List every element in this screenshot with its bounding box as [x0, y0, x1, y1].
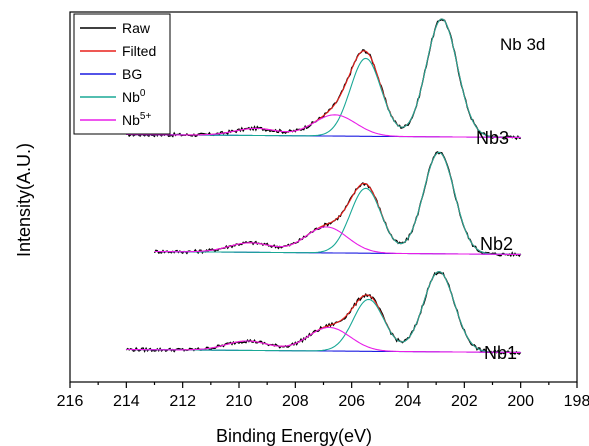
nb3-nb0-curve — [126, 18, 521, 139]
x-tick-label: 210 — [226, 393, 253, 410]
sample-label: Nb3 — [476, 128, 509, 148]
x-tick-label: 208 — [282, 393, 309, 410]
nb3-nb5-curve — [126, 114, 521, 139]
sample-label: Nb1 — [484, 343, 517, 363]
x-tick-label: 214 — [113, 393, 140, 410]
nb3-raw-curve — [126, 18, 521, 141]
x-tick-label: 200 — [507, 393, 534, 410]
x-tick-label: 206 — [338, 393, 365, 410]
nb3-fitted-curve — [126, 18, 521, 139]
panel-annotation: Nb 3d — [500, 35, 545, 54]
x-tick-label: 212 — [169, 393, 196, 410]
nb2-nb0-curve — [154, 151, 521, 256]
curves-group — [125, 18, 522, 355]
sample-label: Nb2 — [480, 234, 513, 254]
x-tick-label: 202 — [451, 393, 478, 410]
legend-label: Filted — [122, 43, 156, 59]
legend-label: BG — [122, 66, 142, 82]
nb2-fitted-curve — [154, 151, 521, 256]
x-axis-title: Binding Energy(eV) — [216, 426, 372, 446]
legend-label: Raw — [122, 20, 151, 36]
y-axis-title: Intensity(A.U.) — [14, 143, 34, 257]
nb1-raw-curve — [125, 271, 522, 355]
nb1-nb0-curve — [126, 271, 521, 354]
x-tick-label: 198 — [564, 393, 589, 410]
nb1-fitted-curve — [126, 271, 521, 354]
x-tick-label: 204 — [395, 393, 422, 410]
nb1-nb5-curve — [126, 326, 521, 354]
x-axis-ticks: 216 214 212 210 208 206 204 202 200 198 — [57, 382, 589, 410]
nb2-nb5-curve — [154, 226, 521, 256]
sample-labels: Nb3 Nb2 Nb1 — [476, 128, 517, 363]
x-tick-label: 216 — [57, 393, 84, 410]
